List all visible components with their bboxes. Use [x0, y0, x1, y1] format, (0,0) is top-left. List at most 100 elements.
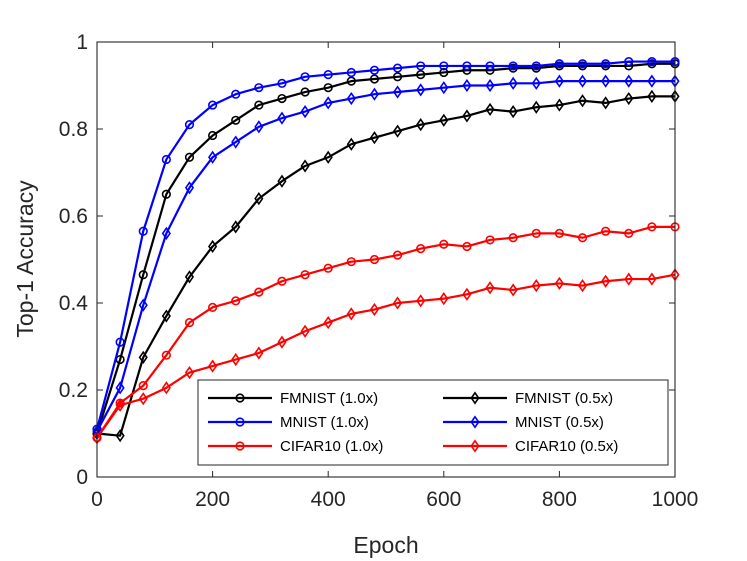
data-point-2-21 — [577, 59, 588, 69]
data-point-4-13 — [392, 250, 403, 260]
data-point-1-3 — [161, 309, 171, 323]
data-point-0-13 — [392, 72, 403, 82]
legend-label: FMNIST (0.5x) — [515, 390, 613, 407]
x-tick-label: 800 — [542, 488, 577, 511]
data-point-4-15 — [439, 239, 449, 249]
data-point-3-23 — [624, 74, 634, 88]
data-point-0-8 — [277, 93, 287, 104]
data-point-2-15 — [439, 61, 449, 71]
data-point-5-1 — [115, 398, 125, 412]
data-point-2-24 — [647, 56, 657, 67]
data-point-3-13 — [392, 85, 403, 99]
series-4 — [92, 222, 680, 443]
data-point-2-4 — [184, 120, 195, 130]
data-point-4-20 — [554, 228, 565, 238]
data-point-1-1 — [115, 429, 125, 443]
data-point-5-3 — [161, 381, 171, 395]
legend-label: MNIST (0.5x) — [515, 414, 604, 431]
data-point-4-23 — [624, 228, 634, 238]
data-point-4-12 — [369, 254, 380, 265]
legend-marker — [235, 393, 245, 403]
data-point-2-22 — [601, 59, 611, 69]
data-point-2-1 — [115, 337, 125, 347]
data-point-2-17 — [485, 61, 495, 71]
legend-item-3: MNIST (0.5x) — [443, 414, 604, 431]
data-point-1-18 — [508, 104, 518, 119]
data-point-5-17 — [485, 281, 495, 295]
data-point-2-10 — [323, 70, 333, 80]
data-point-2-14 — [416, 61, 426, 71]
data-point-1-9 — [300, 159, 310, 173]
data-point-3-8 — [277, 111, 287, 125]
data-point-0-15 — [439, 67, 449, 78]
x-tick-label: 600 — [426, 488, 461, 511]
data-point-2-2 — [138, 226, 148, 236]
data-point-1-13 — [392, 124, 403, 138]
legend-item-0: FMNIST (1.0x) — [208, 390, 378, 407]
data-point-3-5 — [208, 150, 218, 164]
data-point-0-12 — [369, 74, 380, 84]
legend-item-1: FMNIST (0.5x) — [443, 390, 613, 407]
legend: FMNIST (1.0x) FMNIST (0.5x) MNIST (1.0x) MN… — [197, 379, 669, 466]
x-axis-title: Epoch — [353, 532, 418, 558]
data-point-5-20 — [554, 276, 564, 291]
data-point-3-7 — [254, 120, 264, 134]
data-point-5-15 — [439, 292, 449, 306]
data-point-2-6 — [231, 89, 241, 99]
x-tick-label: 200 — [195, 488, 230, 511]
data-point-1-2 — [138, 350, 148, 364]
axes-box — [96, 41, 676, 478]
data-point-1-23 — [624, 91, 634, 106]
data-point-4-17 — [485, 235, 495, 245]
data-point-0-4 — [184, 152, 195, 162]
y-tick-label: 0 — [76, 466, 88, 489]
data-point-3-22 — [601, 74, 611, 88]
data-point-3-20 — [554, 74, 564, 88]
data-point-4-22 — [601, 226, 611, 236]
data-point-5-19 — [531, 278, 541, 293]
data-point-1-14 — [416, 118, 426, 132]
y-tick-label: 0.2 — [59, 379, 88, 402]
data-point-1-19 — [531, 100, 541, 114]
data-point-5-21 — [577, 278, 588, 293]
data-point-4-24 — [647, 222, 657, 232]
data-point-5-5 — [208, 359, 218, 373]
data-point-4-16 — [462, 241, 472, 252]
data-point-5-16 — [462, 287, 472, 301]
data-point-2-18 — [508, 61, 518, 71]
data-point-2-12 — [369, 65, 380, 75]
y-tick-label: 1 — [76, 31, 88, 54]
y-tick-label: 0.8 — [59, 118, 88, 141]
data-point-3-24 — [647, 74, 657, 88]
data-point-3-16 — [462, 78, 472, 93]
y-axis-title: Top-1 Accuracy — [12, 180, 38, 338]
data-point-1-21 — [577, 94, 588, 108]
data-point-1-22 — [601, 96, 611, 110]
data-point-5-12 — [369, 302, 380, 317]
data-point-3-2 — [138, 298, 148, 312]
data-point-5-6 — [231, 352, 241, 367]
data-point-4-2 — [138, 381, 148, 391]
data-point-1-7 — [254, 191, 264, 206]
data-point-4-5 — [208, 302, 218, 312]
data-point-2-16 — [462, 61, 472, 71]
data-point-3-14 — [416, 83, 426, 97]
data-point-4-11 — [346, 257, 356, 267]
legend-marker — [470, 391, 480, 405]
series-5 — [92, 268, 680, 445]
data-point-4-10 — [323, 263, 333, 273]
y-tick-label: 0.6 — [59, 205, 88, 228]
data-point-1-5 — [208, 239, 218, 254]
data-point-4-18 — [508, 233, 518, 243]
data-point-5-18 — [508, 283, 518, 297]
legend-marker — [470, 439, 480, 453]
data-point-2-13 — [392, 63, 403, 73]
data-point-2-5 — [208, 100, 218, 110]
data-point-4-9 — [300, 270, 310, 280]
legend-label: MNIST (1.0x) — [280, 414, 369, 431]
data-point-3-6 — [231, 135, 241, 149]
series-2 — [92, 56, 680, 434]
data-point-1-24 — [647, 89, 657, 103]
y-tick-label: 0.4 — [59, 292, 89, 315]
data-point-4-6 — [231, 296, 241, 306]
